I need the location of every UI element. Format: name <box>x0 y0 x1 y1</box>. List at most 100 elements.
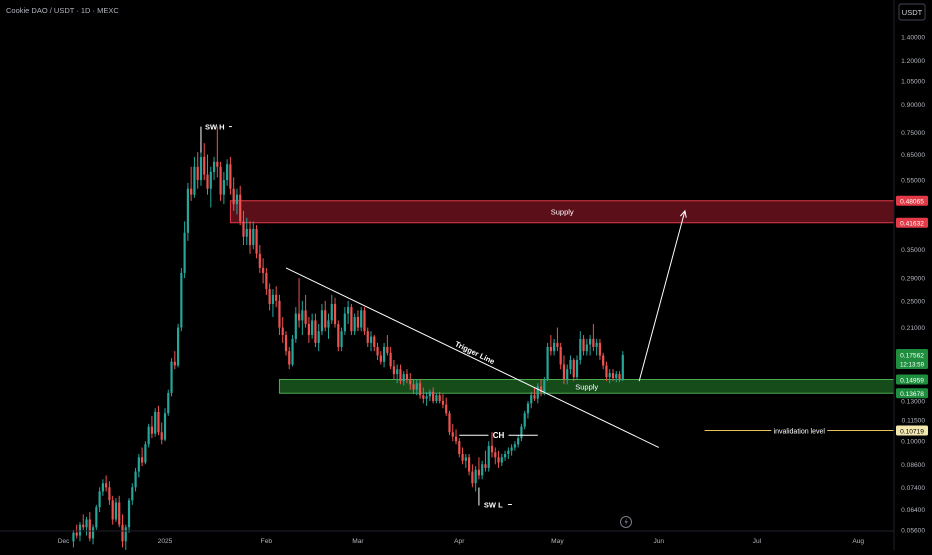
candle-body <box>435 395 438 402</box>
candle-body <box>320 310 324 332</box>
candle-body <box>350 307 353 332</box>
candle <box>160 422 163 445</box>
candle-body <box>199 156 203 181</box>
candle <box>409 373 412 390</box>
candle-body <box>579 338 582 360</box>
candle <box>507 447 510 460</box>
price-tag-value: 0.48065 <box>900 199 924 206</box>
candle <box>497 450 500 468</box>
candle-body <box>186 188 189 233</box>
candle <box>278 294 281 336</box>
candle-body <box>598 342 602 356</box>
price-tag-box <box>896 217 928 228</box>
candle-body <box>432 391 435 402</box>
candle <box>396 364 399 384</box>
lightning-icon-bolt[interactable] <box>624 518 629 526</box>
candle <box>206 154 209 195</box>
candle <box>105 475 108 492</box>
candle <box>523 410 526 430</box>
candle <box>137 453 140 478</box>
candle-body <box>268 289 271 304</box>
candle-body <box>468 457 471 472</box>
candle <box>281 316 284 343</box>
candle <box>212 156 216 181</box>
candle <box>245 217 248 246</box>
candle-body <box>105 483 108 488</box>
candle-body <box>85 519 88 528</box>
candle-body <box>530 395 533 404</box>
candle <box>275 286 278 308</box>
candle <box>294 307 297 343</box>
candle-body <box>474 469 477 484</box>
candle <box>72 530 75 548</box>
candle-body <box>451 432 454 437</box>
candle <box>340 327 343 352</box>
candle <box>304 294 307 328</box>
candles-layer <box>72 126 624 554</box>
candle <box>350 303 353 336</box>
lightning-icon-ring[interactable] <box>620 516 632 528</box>
candle <box>422 387 425 404</box>
candle-body <box>78 524 82 536</box>
candle-body <box>448 413 451 433</box>
candle <box>219 161 222 201</box>
candle-body <box>592 338 595 347</box>
candle-body <box>291 338 294 365</box>
candle-body <box>265 272 268 290</box>
candle <box>579 331 582 365</box>
swing-low-label: SW L <box>484 501 503 510</box>
candle-body <box>134 471 137 488</box>
candle <box>418 379 422 399</box>
candle <box>258 245 261 273</box>
candle <box>539 379 543 397</box>
candle <box>585 338 588 356</box>
candle <box>216 126 219 178</box>
candle <box>114 498 118 523</box>
candle <box>170 358 173 397</box>
candle <box>268 283 271 311</box>
countdown-label: 12:13:59 <box>900 361 925 368</box>
candle-body <box>458 441 461 454</box>
time-axis[interactable]: Dec 2025 Feb Mar Apr May Jun Jul Aug <box>58 538 865 545</box>
price-tick-label: 0.08600 <box>901 462 925 469</box>
price-tick-label: 0.21000 <box>901 325 925 332</box>
candle <box>235 188 239 215</box>
candle-body <box>173 361 176 366</box>
candle <box>320 303 324 336</box>
candle-body <box>382 346 386 362</box>
candle <box>101 479 104 496</box>
candle <box>621 351 624 382</box>
candle-body <box>271 294 275 304</box>
candle-body <box>127 500 131 528</box>
candle-body <box>333 303 337 324</box>
candle <box>569 355 572 375</box>
candle <box>317 323 320 352</box>
trigger-line[interactable] <box>285 267 659 448</box>
currency-button-frame[interactable] <box>898 3 926 21</box>
candle-body <box>72 532 75 542</box>
candle <box>530 391 533 409</box>
candle <box>88 511 91 542</box>
candle <box>127 498 131 533</box>
candle-body <box>212 161 216 172</box>
candle <box>226 159 229 186</box>
candle-body <box>572 359 575 378</box>
currency-button[interactable]: USDT <box>898 3 926 21</box>
currency-button-label[interactable]: USDT <box>902 8 923 17</box>
symbol-title: Cookie DAO / USDT · 1D · MEXC <box>6 6 119 15</box>
candle-body <box>392 366 395 375</box>
candle-body <box>425 396 428 399</box>
candle-body <box>507 450 510 454</box>
candle <box>284 331 288 356</box>
time-tick-label: Mar <box>352 538 364 545</box>
candle <box>373 335 376 352</box>
price-tag-box <box>896 388 928 399</box>
candle <box>108 481 111 505</box>
candle-body <box>526 403 530 414</box>
candle-body <box>160 432 163 440</box>
candle <box>131 483 134 505</box>
lightning-icon[interactable] <box>620 516 632 528</box>
candle-body <box>595 342 598 347</box>
